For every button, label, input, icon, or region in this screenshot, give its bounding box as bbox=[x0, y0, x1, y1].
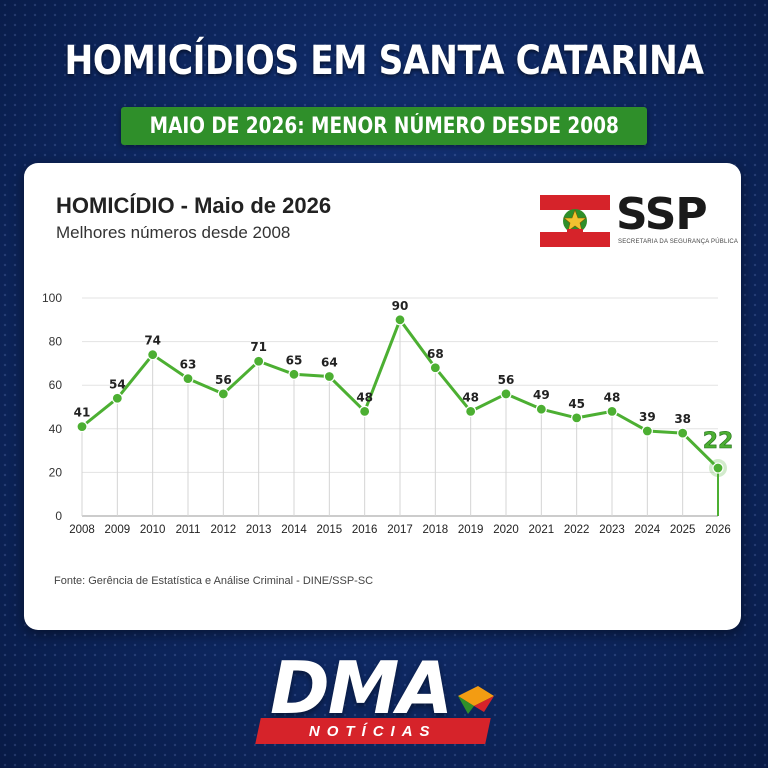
data-label: 74 bbox=[144, 334, 161, 348]
y-tick-label: 80 bbox=[49, 335, 63, 349]
data-label: 56 bbox=[215, 373, 232, 387]
data-point bbox=[500, 388, 512, 400]
chart-subtitle: Melhores números desde 2008 bbox=[56, 223, 291, 242]
x-tick-label: 2013 bbox=[246, 524, 272, 536]
data-point bbox=[182, 373, 194, 385]
x-tick-label: 2008 bbox=[69, 524, 95, 536]
dma-logo: DMA NOTÍCIAS bbox=[255, 646, 508, 752]
ssp-logo: SSP SECRETARIA DA SEGURANÇA PÚBLICA bbox=[540, 189, 738, 253]
chart-card: HOMICÍDIO - Maio de 2026 Melhores número… bbox=[24, 163, 741, 630]
dma-logo-text: DMA bbox=[270, 646, 453, 730]
data-point bbox=[217, 388, 229, 400]
data-point bbox=[606, 405, 618, 417]
dma-tagline-bar: NOTÍCIAS bbox=[255, 718, 491, 744]
data-label: 68 bbox=[427, 347, 444, 361]
x-tick-label: 2019 bbox=[458, 524, 484, 536]
data-point bbox=[677, 427, 689, 439]
data-label: 64 bbox=[321, 355, 338, 369]
data-point bbox=[253, 355, 265, 367]
x-tick-label: 2024 bbox=[635, 524, 661, 536]
x-tick-label: 2015 bbox=[317, 524, 343, 536]
x-tick-label: 2010 bbox=[140, 524, 166, 536]
line-chart: 0 20 40 60 80 100 41 2008 54 2009 74 2010 63 2011 56 20… bbox=[42, 291, 734, 536]
data-label: 49 bbox=[533, 388, 550, 402]
data-point bbox=[429, 362, 441, 374]
x-tick-label: 2023 bbox=[599, 524, 625, 536]
data-point bbox=[571, 412, 583, 424]
y-tick-label: 20 bbox=[49, 465, 63, 479]
main-title: HOMICÍDIOS EM SANTA CATARINA bbox=[64, 38, 704, 84]
highlight-label: 22 bbox=[703, 429, 734, 454]
x-tick-label: 2018 bbox=[423, 524, 449, 536]
x-tick-label: 2021 bbox=[529, 524, 555, 536]
data-label: 56 bbox=[498, 373, 515, 387]
x-tick-label: 2009 bbox=[105, 524, 131, 536]
x-tick-label: 2020 bbox=[493, 524, 519, 536]
data-label: 54 bbox=[109, 377, 126, 391]
y-tick-label: 0 bbox=[55, 509, 62, 523]
data-point bbox=[394, 314, 406, 326]
data-point bbox=[359, 405, 371, 417]
x-tick-label: 2014 bbox=[281, 524, 307, 536]
data-label: 41 bbox=[74, 406, 91, 420]
data-label: 48 bbox=[604, 390, 621, 404]
data-label: 90 bbox=[392, 299, 409, 313]
x-tick-label: 2011 bbox=[176, 524, 201, 536]
data-label: 38 bbox=[674, 412, 691, 426]
data-label: 39 bbox=[639, 410, 656, 424]
data-point bbox=[712, 462, 724, 474]
data-label: 65 bbox=[286, 353, 303, 367]
data-point bbox=[288, 368, 300, 380]
subtitle-text: MAIO DE 2026: MENOR NÚMERO DESDE 2008 bbox=[149, 113, 619, 139]
chart-title: HOMICÍDIO - Maio de 2026 bbox=[56, 193, 332, 218]
subtitle-banner: MAIO DE 2026: MENOR NÚMERO DESDE 2008 bbox=[121, 107, 647, 145]
x-tick-label: 2012 bbox=[211, 524, 237, 536]
x-tick-label: 2025 bbox=[670, 524, 696, 536]
ssp-logo-subtitle: SECRETARIA DA SEGURANÇA PÚBLICA bbox=[618, 239, 739, 245]
dma-tagline: NOTÍCIAS bbox=[309, 722, 437, 740]
data-label: 71 bbox=[250, 340, 267, 354]
data-label: 48 bbox=[462, 390, 479, 404]
chart-source: Fonte: Gerência de Estatística e Análise… bbox=[54, 575, 374, 587]
x-tick-label: 2017 bbox=[387, 524, 413, 536]
x-tick-label: 2022 bbox=[564, 524, 590, 536]
data-point bbox=[535, 403, 547, 415]
data-point bbox=[111, 392, 123, 404]
x-tick-label: 2016 bbox=[352, 524, 378, 536]
data-point bbox=[147, 349, 159, 361]
data-label: 45 bbox=[568, 397, 585, 411]
x-tick-label: 2026 bbox=[705, 524, 731, 536]
y-tick-label: 40 bbox=[49, 422, 63, 436]
data-point bbox=[323, 370, 335, 383]
data-point bbox=[76, 421, 88, 433]
santa-catarina-flag-icon bbox=[540, 195, 610, 247]
ssp-logo-text: SSP bbox=[616, 189, 708, 240]
y-tick-label: 60 bbox=[49, 378, 63, 392]
dma-logo-mark-icon bbox=[458, 686, 494, 714]
data-label: 48 bbox=[356, 390, 373, 404]
data-point bbox=[641, 425, 653, 437]
data-label: 63 bbox=[180, 358, 197, 372]
y-tick-label: 100 bbox=[42, 291, 62, 305]
data-point bbox=[465, 405, 477, 417]
